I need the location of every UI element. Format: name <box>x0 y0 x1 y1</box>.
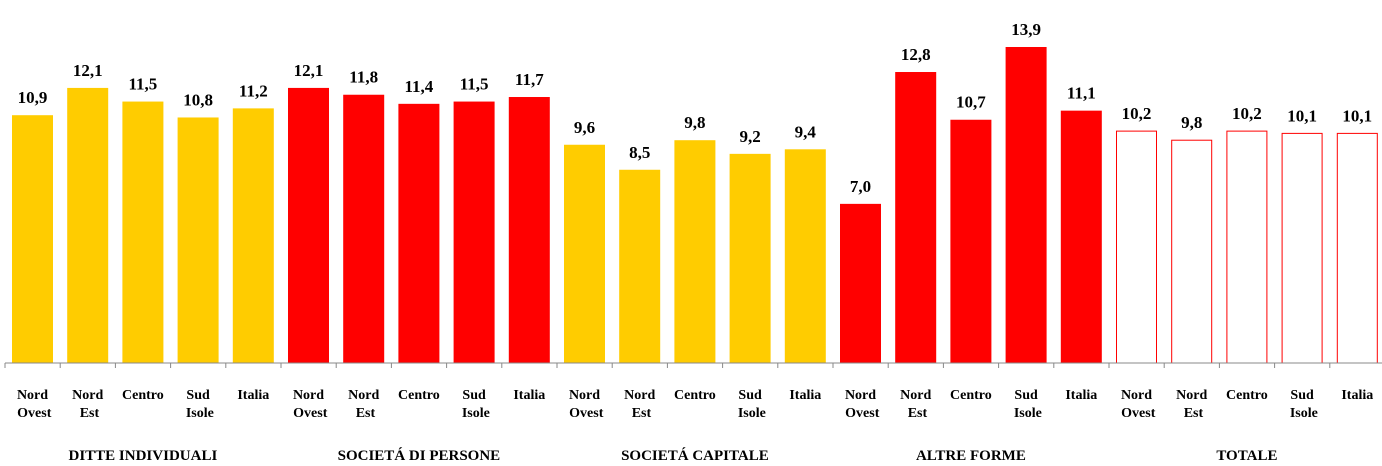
value-label: 10,9 <box>18 88 48 107</box>
x-tick-label: Nord Ovest <box>290 388 328 421</box>
x-tick-label: Sud Isole <box>1010 388 1042 421</box>
x-tick-label: Nord Est <box>1176 388 1207 421</box>
value-label: 11,7 <box>515 70 544 89</box>
value-label: 11,5 <box>128 75 157 94</box>
group-label: SOCIETÁ CAPITALE <box>621 447 769 464</box>
x-tick-label: Sud Isole <box>182 388 214 421</box>
bar <box>343 94 385 364</box>
x-tick-label: Nord Est <box>72 388 103 421</box>
x-tick-label: Italia <box>1341 388 1373 403</box>
bar <box>12 115 53 363</box>
value-label: 10,2 <box>1122 104 1152 123</box>
group-label: ALTRE FORME <box>916 448 1026 464</box>
group-label: DITTE INDIVIDUALI <box>69 448 218 464</box>
bar <box>1116 130 1157 364</box>
value-label: 11,1 <box>1067 84 1096 103</box>
x-tick-label: Nord Est <box>348 388 379 421</box>
x-tick-label: Centro <box>398 388 440 403</box>
x-tick-label: Centro <box>122 388 164 403</box>
value-label: 12,1 <box>73 61 103 80</box>
bar <box>840 203 881 363</box>
bar <box>398 103 440 363</box>
x-tick-label: Sud Isole <box>734 388 766 421</box>
x-tick-label: Italia <box>1065 388 1097 403</box>
value-label: 9,4 <box>795 122 817 141</box>
bar <box>619 169 661 363</box>
bar <box>122 101 164 363</box>
bar <box>453 101 495 363</box>
value-label: 10,1 <box>1287 106 1317 125</box>
x-tick-label: Nord Est <box>624 388 655 421</box>
x-tick-label: Sud Isole <box>458 388 490 421</box>
value-label: 10,2 <box>1232 104 1262 123</box>
group-label: SOCIETÁ DI PERSONE <box>338 447 501 464</box>
value-label: 11,5 <box>460 75 489 94</box>
x-tick-label: Italia <box>789 388 821 403</box>
bar <box>1060 110 1102 363</box>
value-label: 7,0 <box>850 177 871 196</box>
x-tick-label: Nord Ovest <box>1118 388 1156 421</box>
value-label: 10,8 <box>183 90 213 109</box>
bar <box>1005 47 1047 363</box>
x-tick-label: Nord Ovest <box>842 388 880 421</box>
x-tick-label: Centro <box>1226 388 1268 403</box>
value-label: 8,5 <box>629 143 650 162</box>
bar <box>1281 132 1323 364</box>
bar <box>1226 130 1268 364</box>
value-label: 12,1 <box>294 61 324 80</box>
bar <box>508 97 550 363</box>
x-tick-label: Centro <box>674 388 716 403</box>
x-tick-label: Nord Ovest <box>566 388 604 421</box>
bar <box>784 149 826 363</box>
value-label: 9,2 <box>739 127 760 146</box>
bar <box>1171 139 1213 364</box>
value-label: 11,4 <box>404 77 433 96</box>
value-label: 13,9 <box>1011 20 1041 39</box>
x-tick-label: Sud Isole <box>1286 388 1318 421</box>
value-label: 10,1 <box>1342 106 1372 125</box>
value-label: 11,2 <box>239 81 268 100</box>
bar <box>674 140 716 363</box>
group-label: TOTALE <box>1216 448 1277 464</box>
bar <box>564 144 605 363</box>
x-tick-label: Nord Ovest <box>14 388 52 421</box>
bar <box>177 117 219 363</box>
bar <box>729 153 771 363</box>
x-tick-label: Nord Est <box>900 388 931 421</box>
bar <box>950 119 992 363</box>
value-label: 10,7 <box>956 93 986 112</box>
value-label: 11,8 <box>349 68 378 87</box>
bar <box>895 72 937 363</box>
x-tick-label: Italia <box>237 388 269 403</box>
value-label: 9,8 <box>684 113 705 132</box>
value-label: 9,8 <box>1181 113 1202 132</box>
bar <box>288 87 329 363</box>
value-label: 9,6 <box>574 118 595 137</box>
x-tick-label: Centro <box>950 388 992 403</box>
value-label: 12,8 <box>901 45 931 64</box>
bar <box>232 108 274 364</box>
bar <box>67 87 109 363</box>
x-tick-label: Italia <box>513 388 545 403</box>
bar <box>1336 132 1378 364</box>
